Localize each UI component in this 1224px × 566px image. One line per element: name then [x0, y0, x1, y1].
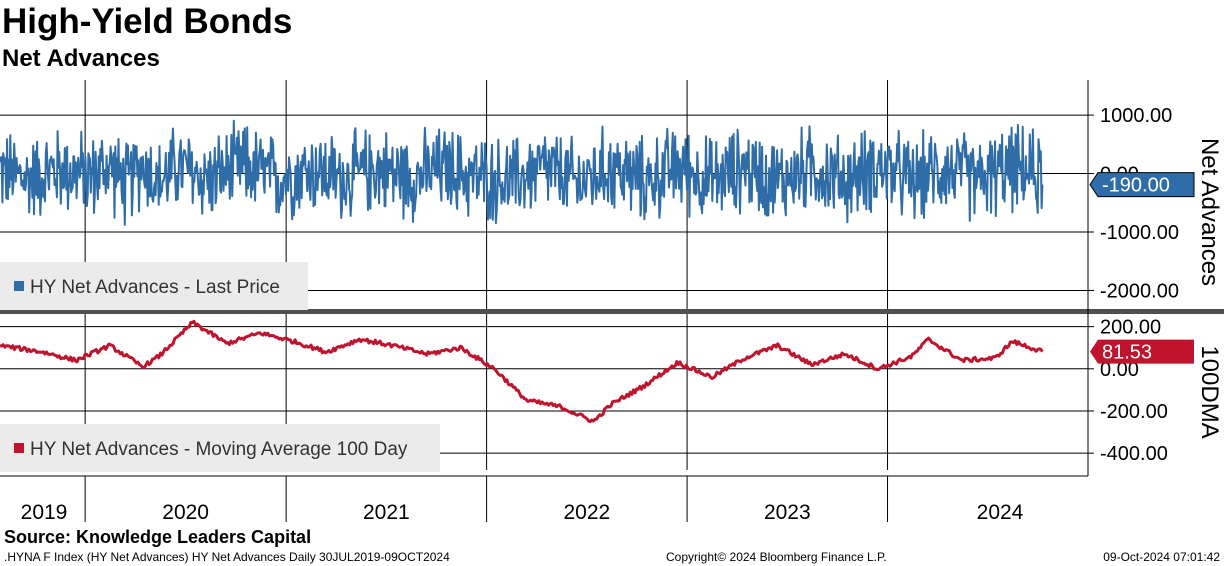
bottom-tick-label: -200.00: [1100, 401, 1168, 423]
bottom-tick-label: 0.00: [1100, 359, 1139, 381]
bottom-legend-swatch: [14, 443, 24, 453]
top-tick-label: -1000.00: [1100, 222, 1179, 244]
x-tick-label: 2020: [162, 501, 209, 524]
bottom-tick-label: 200.00: [1100, 317, 1161, 339]
top-series-line: [0, 119, 1044, 226]
bottom-last-value-tag: [1090, 339, 1194, 364]
axis-layer: 1000.00 0.00 -1000.00 -2000.00 -190.00 Net Ad…: [21, 80, 1223, 524]
footer-copyright: Copyright© 2024 Bloomberg Finance L.P.: [666, 550, 887, 564]
x-tick-label: 2023: [764, 501, 811, 524]
bottom-legend-box: [0, 424, 440, 472]
top-axis-title: Net Advances: [1196, 138, 1223, 286]
bottom-tick-label: -400.00: [1100, 443, 1168, 465]
top-legend-swatch: [14, 281, 24, 291]
x-tick-label: 2022: [563, 501, 610, 524]
chart-subtitle: Net Advances: [2, 45, 160, 72]
bottom-legend-label: HY Net Advances - Moving Average 100 Day: [30, 439, 408, 460]
chart-title: High-Yield Bonds: [2, 2, 293, 41]
footer-timestamp: 09-Oct-2024 07:01:42: [1103, 550, 1220, 564]
top-legend-box: [0, 262, 308, 310]
top-last-value-label: -190.00: [1102, 175, 1170, 197]
bottom-series-line: [0, 319, 1044, 424]
top-last-value-tag: [1089, 172, 1195, 198]
x-tick-label: 2021: [363, 501, 410, 524]
bottom-last-value-label: 81.53: [1102, 342, 1152, 364]
top-legend-label: HY Net Advances - Last Price: [30, 277, 280, 298]
chart-canvas: 1000.00 0.00 -1000.00 -2000.00 -190.00 Net Ad…: [0, 80, 1224, 524]
x-tick-label: 2019: [21, 501, 68, 524]
panel-separator: [0, 309, 1224, 314]
series-layer: [0, 119, 1044, 424]
footer-index-info: .HYNA F Index (HY Net Advances) HY Net A…: [4, 550, 450, 564]
source-note: Source: Knowledge Leaders Capital: [4, 527, 312, 547]
top-tick-label: 1000.00: [1100, 105, 1172, 127]
x-tick-label: 2024: [977, 501, 1024, 524]
bottom-axis-title: 100DMA: [1196, 345, 1223, 438]
top-tick-label: -2000.00: [1100, 280, 1179, 302]
legend-layer: HY Net Advances - Last Price HY Net Advan…: [0, 262, 440, 472]
